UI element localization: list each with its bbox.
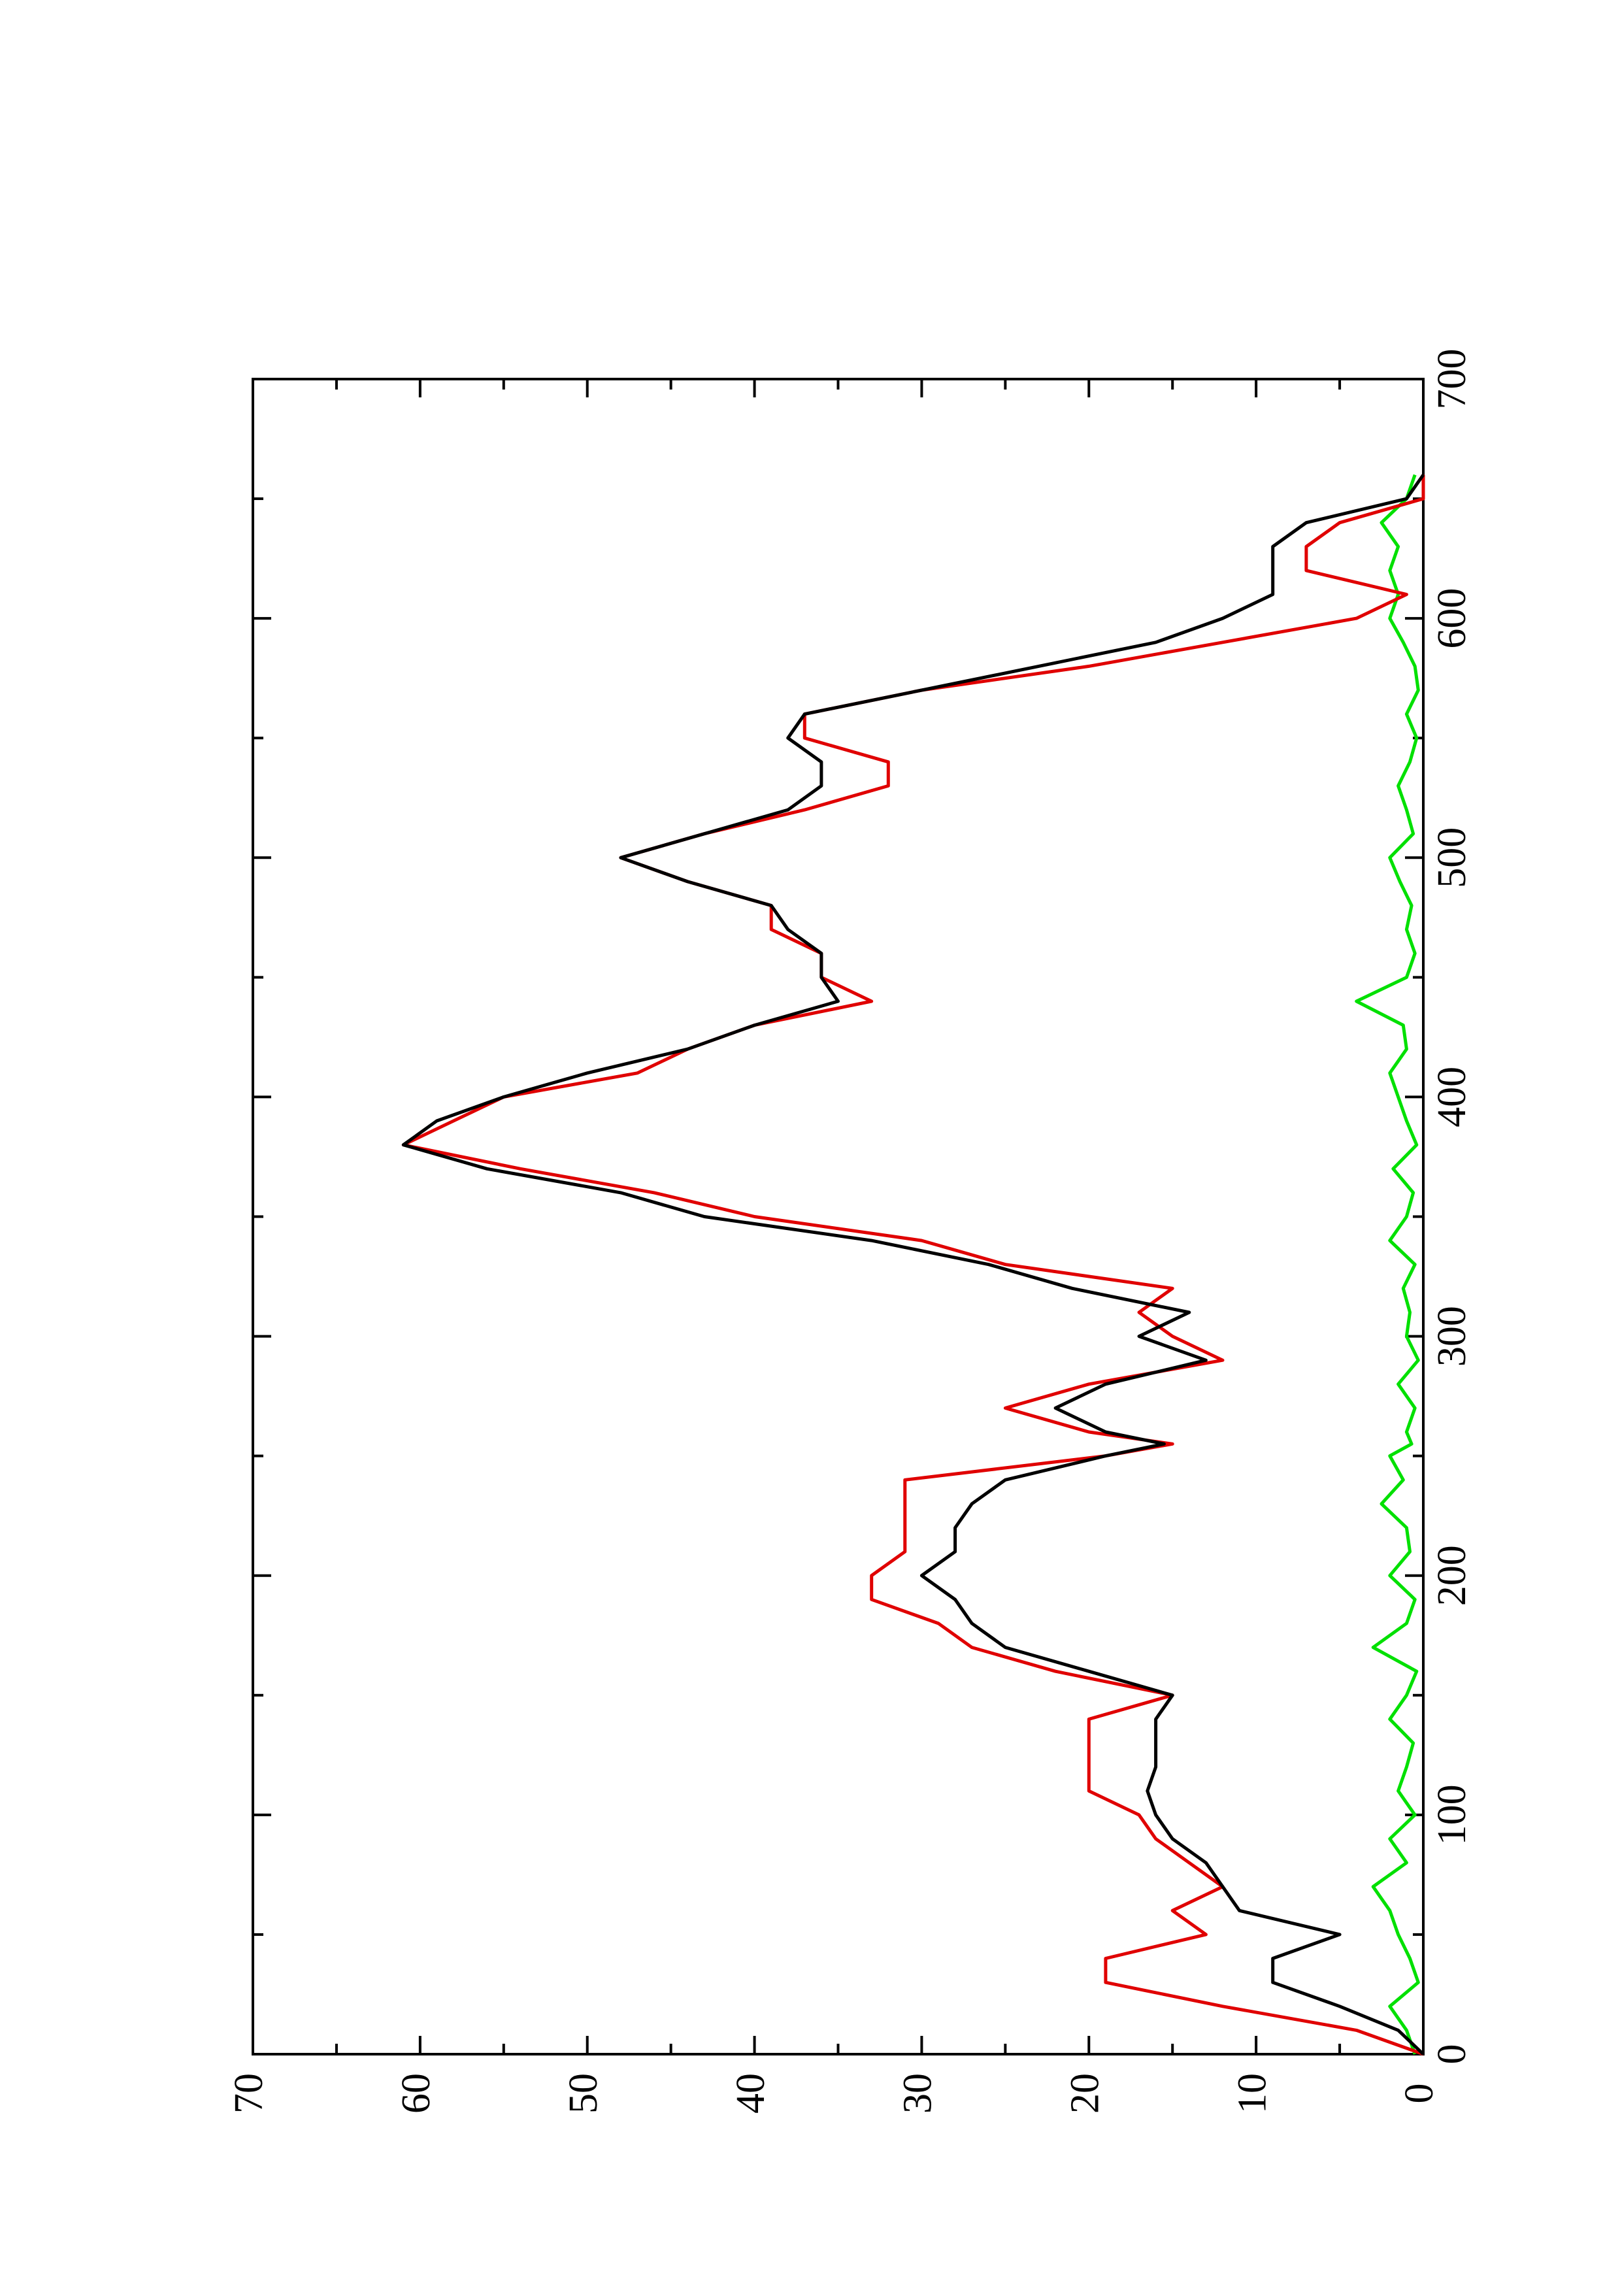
data-line: [1355, 474, 1420, 2055]
y-tick-label: 10: [1230, 2073, 1274, 2114]
y-tick-label: 30: [896, 2073, 940, 2114]
x-tick-label: 400: [1430, 1067, 1474, 1127]
x-tick-label: 100: [1430, 1784, 1474, 1845]
x-tick-label: 600: [1430, 588, 1474, 649]
y-tick-label: 20: [1063, 2073, 1108, 2114]
y-tick-label: 60: [394, 2073, 438, 2114]
y-tick-label: 50: [561, 2073, 606, 2114]
x-tick-label: 0: [1430, 2044, 1474, 2065]
data-line: [401, 474, 1425, 2056]
x-tick-label: 500: [1430, 827, 1474, 888]
x-tick-label: 300: [1430, 1306, 1474, 1367]
x-tick-label: 200: [1430, 1545, 1474, 1606]
x-tick-label: 700: [1430, 349, 1474, 410]
y-tick-label: 40: [729, 2073, 773, 2114]
y-tick-label: 70: [227, 2073, 271, 2114]
plot-frame: [252, 378, 1425, 2055]
y-tick-label: 0: [1397, 2084, 1442, 2104]
data-line: [401, 474, 1425, 2055]
